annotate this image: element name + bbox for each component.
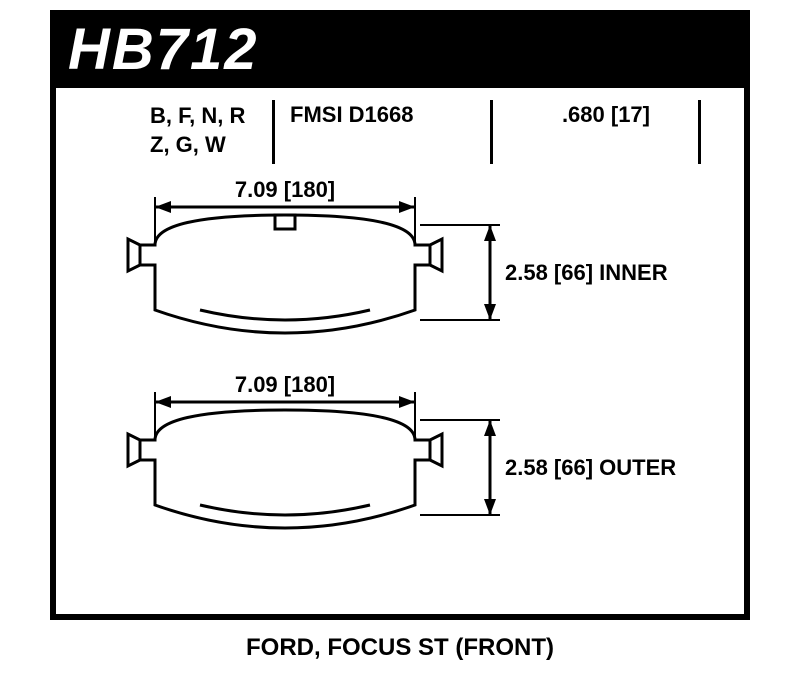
fmsi-code: FMSI D1668	[290, 102, 414, 128]
part-number: HB712	[50, 16, 259, 83]
codes-line1: B, F, N, R	[150, 102, 245, 131]
pad-outer: 7.09 [180] 2.58 [66] OUTER	[128, 372, 676, 528]
thickness-spec: .680 [17]	[562, 102, 650, 128]
pad2-height-label: 2.58 [66] OUTER	[505, 455, 676, 480]
pad2-width-label: 7.09 [180]	[235, 372, 335, 397]
codes-line2: Z, G, W	[150, 131, 245, 160]
pad-inner: 7.09 [180] 2.58 [66] INNER	[128, 177, 668, 333]
pad1-height-label: 2.58 [66] INNER	[505, 260, 668, 285]
pad1-width-label: 7.09 [180]	[235, 177, 335, 202]
application-label: FORD, FOCUS ST (FRONT)	[50, 634, 750, 662]
compound-codes: B, F, N, R Z, G, W	[150, 102, 245, 159]
diagram-frame: HB712 B, F, N, R Z, G, W FMSI D1668 .680…	[50, 10, 750, 620]
title-bar: HB712	[50, 10, 750, 88]
pad-diagram-svg: 7.09 [180] 2.58 [66] INNER	[50, 165, 750, 615]
info-row: B, F, N, R Z, G, W FMSI D1668 .680 [17]	[50, 102, 750, 162]
